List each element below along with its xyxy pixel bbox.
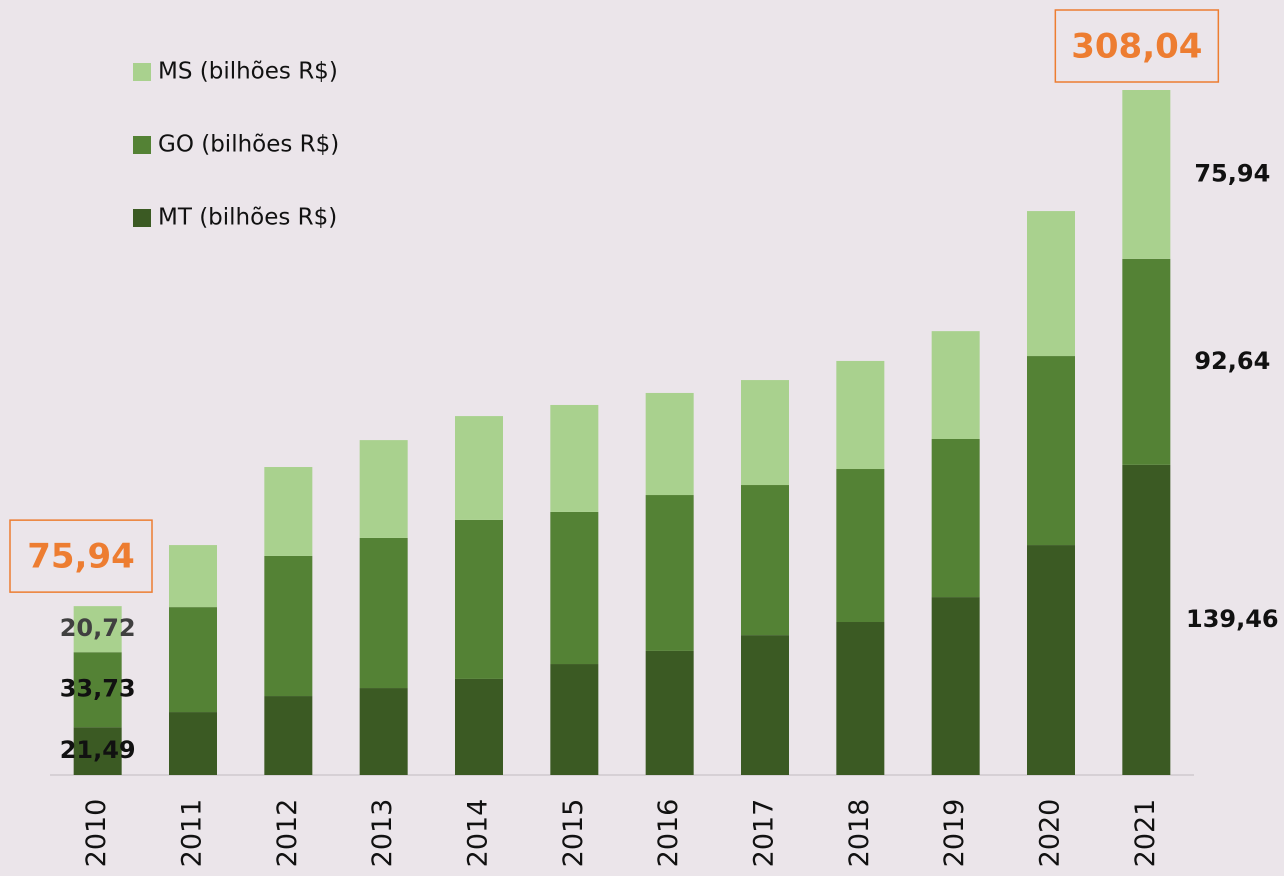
- bar-segment: [836, 469, 885, 623]
- bar-segment: [73, 652, 122, 728]
- bar-segment: [1027, 356, 1075, 546]
- x-tick-label: 2012: [272, 799, 303, 868]
- bar-segment: [1027, 545, 1075, 775]
- bar-segment: [931, 331, 980, 439]
- bar-segment: [264, 696, 313, 775]
- bar-segment: [1027, 211, 1075, 357]
- bar-segment: [931, 438, 980, 598]
- bar-segment: [169, 712, 217, 775]
- bar-segment: [836, 622, 885, 775]
- data-label: 92,64: [1194, 347, 1270, 375]
- data-label: 75,94: [1194, 159, 1270, 187]
- data-label: 33,73: [60, 675, 136, 703]
- x-tick-label: 2017: [749, 799, 780, 868]
- bar-segment: [73, 606, 122, 653]
- bar-segment: [645, 495, 694, 651]
- x-tick-label: 2011: [177, 799, 208, 868]
- bar-segment: [741, 380, 789, 486]
- x-tick-label: 2021: [1130, 799, 1161, 868]
- data-label: 21,49: [60, 736, 136, 764]
- legend-label: MT (bilhões R$): [158, 205, 337, 231]
- total-label: 75,94: [27, 537, 135, 577]
- x-tick-label: 2014: [463, 799, 494, 868]
- bar-segment: [455, 678, 503, 775]
- x-tick-label: 2013: [367, 799, 398, 868]
- bar-segment: [1122, 90, 1171, 259]
- bar-segment: [645, 392, 694, 496]
- total-box: [1054, 9, 1220, 83]
- legend-swatch: [133, 209, 151, 227]
- total-label: 308,04: [1071, 27, 1202, 67]
- x-tick-label: 2010: [81, 799, 112, 868]
- bar-segment: [1122, 258, 1171, 465]
- bar-segment: [73, 727, 122, 775]
- bar-segment: [741, 635, 789, 775]
- x-tick-label: 2016: [653, 799, 684, 868]
- bar-segment: [359, 537, 408, 689]
- data-label: 139,46: [1186, 605, 1279, 633]
- bar-segment: [550, 404, 599, 512]
- bar-segment: [836, 360, 885, 470]
- bar-segment: [741, 485, 789, 636]
- bar-segment: [169, 545, 217, 608]
- bar-segment: [169, 607, 217, 713]
- bar-segment: [550, 664, 599, 775]
- bar-segment: [931, 597, 980, 775]
- x-tick-label: 2019: [939, 799, 970, 868]
- data-label: 20,72: [60, 614, 136, 642]
- total-box: [9, 519, 153, 593]
- x-tick-label: 2015: [558, 799, 589, 868]
- bar-segment: [1122, 464, 1171, 775]
- x-tick-label: 2018: [844, 799, 875, 868]
- legend-label: GO (bilhões R$): [158, 132, 339, 158]
- legend-swatch: [133, 63, 151, 81]
- bar-segment: [455, 416, 503, 520]
- legend-label: MS (bilhões R$): [158, 59, 338, 85]
- bar-segment: [264, 467, 313, 556]
- x-tick-label: 2020: [1035, 799, 1066, 868]
- bar-segment: [550, 511, 599, 665]
- bar-segment: [455, 519, 503, 679]
- bar-segment: [264, 555, 313, 697]
- legend-swatch: [133, 136, 151, 154]
- bar-segment: [359, 440, 408, 538]
- bar-segment: [645, 650, 694, 775]
- bar-segment: [359, 688, 408, 775]
